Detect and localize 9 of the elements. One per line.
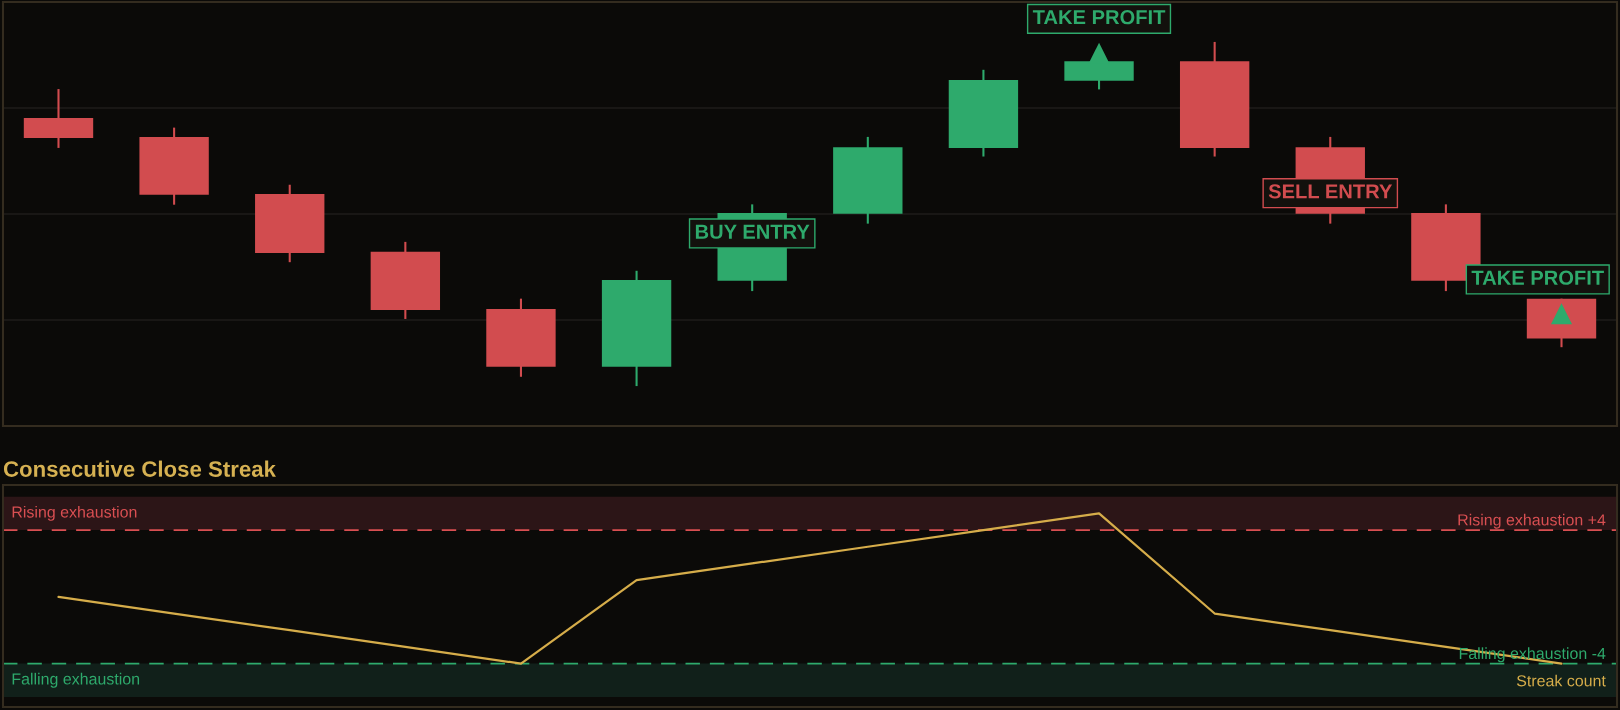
series-label: TAKE PROFIT: [1032, 10, 1166, 25]
band-label: Falling exhaustion: [12, 672, 140, 688]
text: BUY ENTRY: [695, 224, 810, 239]
ref-line-label: Rising exhaustion +4: [1458, 513, 1606, 529]
series-label: Streak count: [1516, 674, 1606, 687]
text: TAKE PROFIT: [1471, 270, 1604, 285]
chart-title: Consecutive Close Streak: [3, 460, 276, 477]
band-label: Rising exhaustion: [12, 505, 137, 521]
text: SELL ENTRY: [1268, 184, 1393, 199]
